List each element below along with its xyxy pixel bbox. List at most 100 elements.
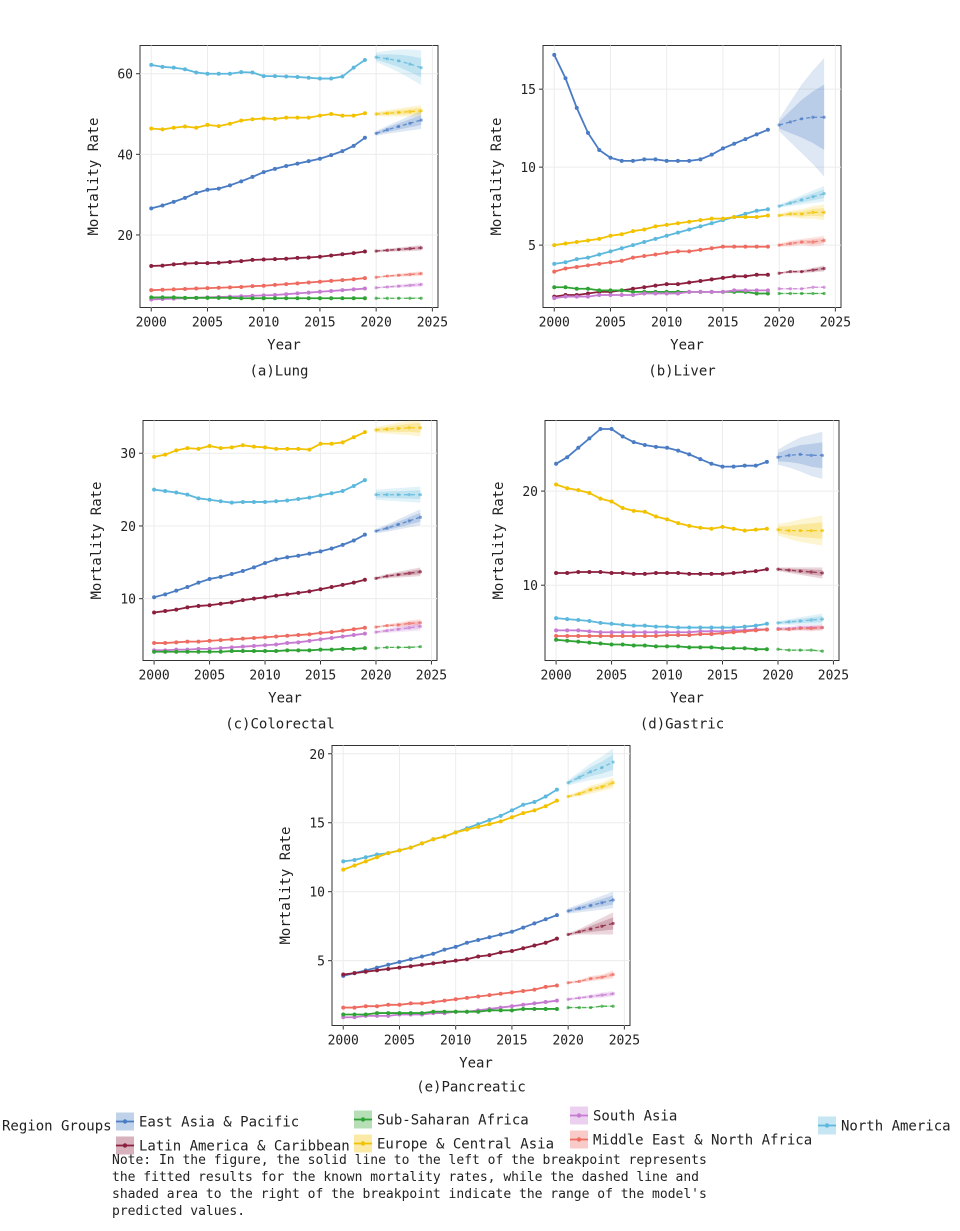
fit-point	[709, 629, 714, 634]
forecast-point	[800, 212, 804, 216]
fit-point	[554, 798, 559, 803]
fit-point	[296, 553, 301, 558]
fit-point	[362, 646, 367, 651]
fit-point	[174, 649, 179, 654]
forecast-point	[777, 243, 781, 247]
fit-point	[261, 74, 266, 79]
fit-point	[240, 644, 245, 649]
x-axis-label: Year	[670, 338, 704, 354]
fit-point	[351, 580, 356, 585]
y-tick-label: 20	[120, 520, 136, 535]
legend-item-sub-saharan-africa: Sub-Saharan Africa	[354, 1110, 529, 1129]
fit-point	[608, 233, 613, 238]
fit-point	[250, 284, 255, 289]
forecast-point	[798, 529, 802, 533]
fit-point	[620, 506, 625, 511]
fit-point	[397, 965, 402, 970]
fit-point	[585, 238, 590, 243]
forecast-point	[611, 781, 615, 785]
forecast-point	[589, 994, 593, 999]
plot-frame	[331, 745, 631, 1026]
fit-point	[263, 445, 268, 450]
fit-point	[317, 279, 322, 284]
fit-point	[565, 617, 570, 622]
y-axis-label: Mortality Rate	[278, 826, 294, 944]
fit-point	[362, 532, 367, 537]
x-axis-label: Year	[267, 338, 301, 354]
forecast-point	[385, 574, 389, 578]
fit-point	[653, 514, 658, 519]
forecast-point	[776, 627, 780, 632]
forecast-point	[589, 770, 593, 774]
fit-point	[619, 258, 624, 263]
fit-point	[171, 65, 176, 70]
fit-point	[720, 275, 725, 280]
forecast-point	[788, 201, 792, 205]
forecast-point	[822, 238, 826, 243]
fit-point	[642, 291, 647, 296]
forecast-point	[374, 529, 378, 533]
fit-point	[563, 294, 568, 299]
fit-point	[171, 262, 176, 267]
fit-point	[216, 186, 221, 191]
fit-point	[521, 925, 526, 930]
fit-point	[597, 288, 602, 293]
note-line: shaded area to the right of the breakpoi…	[112, 1187, 707, 1202]
fit-point	[229, 600, 234, 605]
fit-point	[329, 253, 334, 258]
fit-point	[742, 463, 747, 468]
fit-point	[207, 497, 212, 502]
fit-point	[543, 794, 548, 799]
fit-point	[585, 130, 590, 135]
fit-point	[329, 647, 334, 652]
fit-point	[620, 642, 625, 647]
fit-point	[196, 496, 201, 501]
fit-point	[251, 635, 256, 640]
fit-point	[665, 624, 670, 629]
fit-point	[318, 549, 323, 554]
fit-point	[642, 240, 647, 244]
fit-point	[284, 292, 289, 297]
fit-point	[754, 215, 759, 220]
fit-point	[272, 166, 277, 171]
fit-point	[587, 490, 592, 495]
forecast-point	[798, 569, 802, 573]
fit-point	[585, 286, 590, 291]
forecast-point	[396, 426, 400, 431]
forecast-point	[822, 115, 826, 119]
fit-point	[317, 156, 322, 161]
fit-point	[498, 1008, 503, 1013]
fit-point	[754, 208, 759, 213]
forecast-point	[776, 528, 780, 532]
fit-point	[374, 1013, 379, 1018]
fit-point	[362, 58, 367, 63]
fit-point	[620, 570, 625, 575]
forecast-point	[418, 621, 422, 625]
fit-point	[340, 542, 345, 547]
fit-point	[576, 618, 581, 623]
fit-point	[597, 293, 602, 298]
forecast-point	[396, 493, 400, 497]
fit-point	[194, 125, 199, 130]
fit-point	[476, 937, 481, 942]
forecast-point	[577, 1005, 581, 1010]
liver-panel: 2000 2005 2010 2015 2020 2025 5 10 15 Year Mortali…	[489, 45, 851, 380]
fit-point	[565, 634, 570, 639]
fit-point	[442, 998, 447, 1003]
forecast-point	[611, 992, 615, 996]
fit-point	[386, 966, 391, 971]
fit-point	[687, 625, 692, 630]
fit-point	[295, 281, 300, 286]
fit-point	[630, 293, 635, 298]
x-tick-label: 2025	[417, 316, 448, 331]
fit-point	[419, 1011, 424, 1016]
fit-point	[709, 216, 714, 221]
fit-point	[272, 296, 277, 301]
fit-point	[487, 817, 492, 822]
fit-point	[285, 633, 290, 638]
fit-point	[521, 811, 526, 816]
legend-item-south-asia: South Asia	[570, 1106, 677, 1125]
fit-point	[687, 289, 692, 294]
fit-point	[274, 649, 279, 654]
fit-point	[152, 641, 157, 646]
